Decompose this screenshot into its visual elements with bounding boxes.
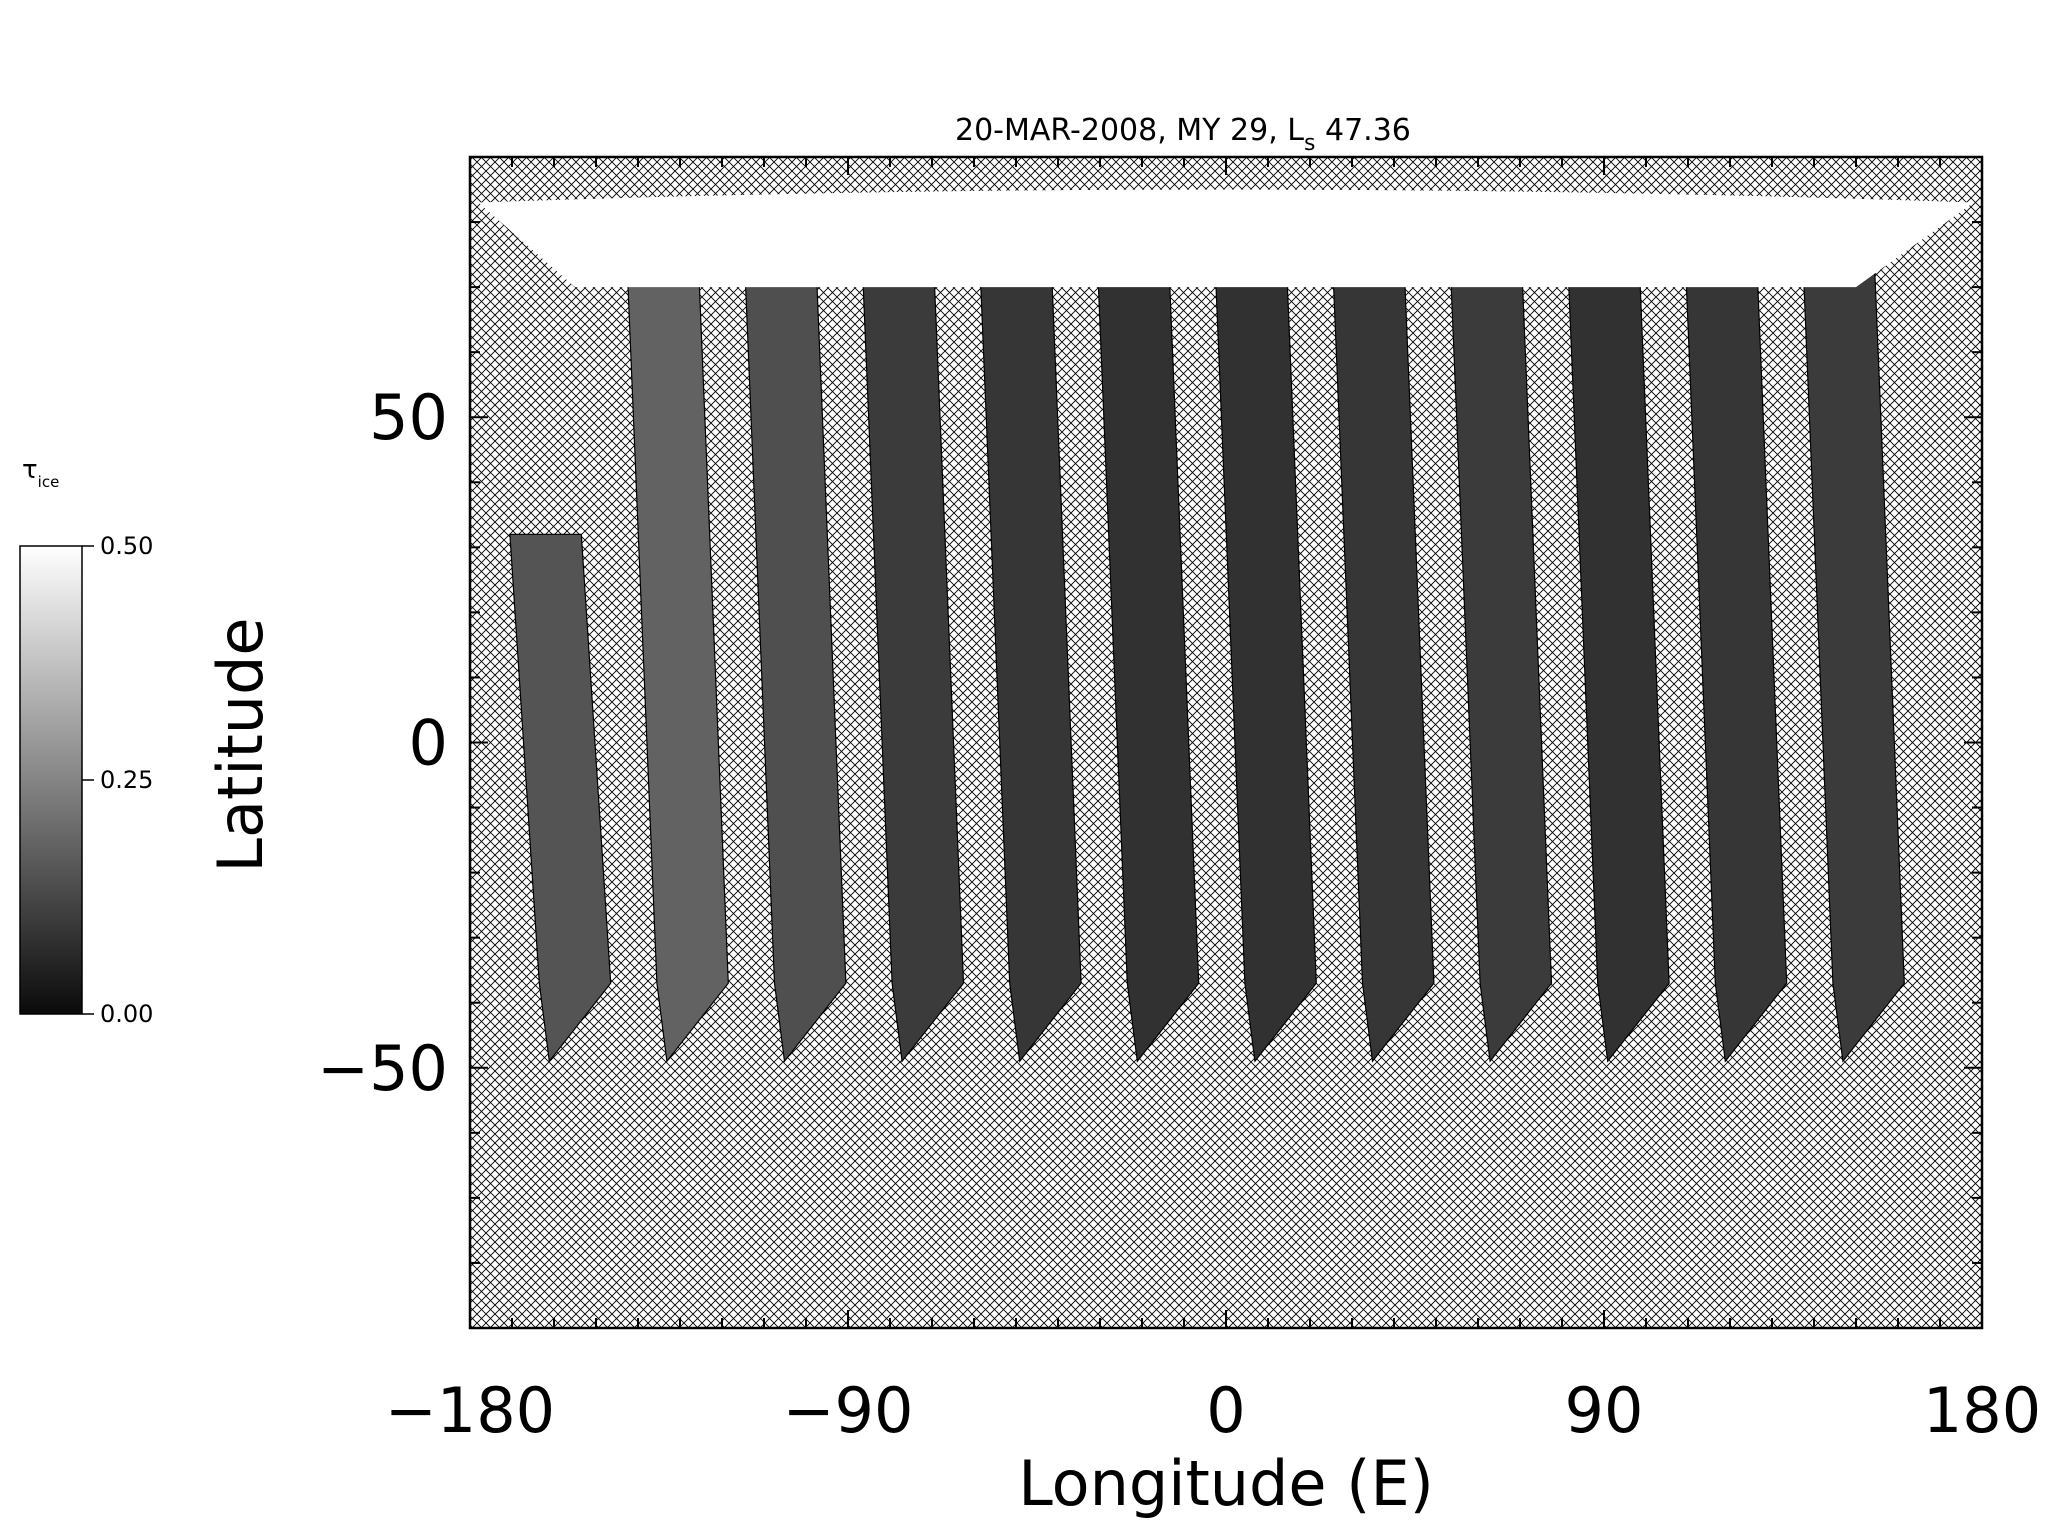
x-axis-label: Longitude (E) [1018,1447,1434,1520]
y-tick-label: 0 [409,707,448,780]
colorbar-tick-label: 0.50 [100,532,153,560]
x-tick-label: −90 [783,1374,914,1447]
x-tick-label: 90 [1565,1374,1644,1447]
colorbar [19,545,83,1015]
x-tick-label: −180 [385,1374,555,1447]
chart-title: 20-MAR-2008, MY 29, Ls 47.36 [955,113,1411,156]
colorbar-label-sub: ice [38,473,60,491]
polar-cap [478,189,1974,288]
colorbar-label: τice [22,455,59,491]
chart-title-main: 20-MAR-2008, MY 29, L [955,113,1304,148]
x-tick-label: 180 [1923,1374,2041,1447]
colorbar-label-main: τ [22,455,38,485]
data-swath [509,533,612,1063]
x-tick-label: 0 [1206,1374,1245,1447]
colorbar-tick-label: 0.25 [100,766,153,794]
y-axis-label: Latitude [204,617,277,872]
chart-title-sub: s [1304,131,1315,156]
colorbar-tick-label: 0.00 [100,1000,153,1028]
y-tick-label: −50 [317,1032,448,1105]
y-tick-label: 50 [369,381,448,454]
chart-title-tail: 47.36 [1315,113,1410,148]
